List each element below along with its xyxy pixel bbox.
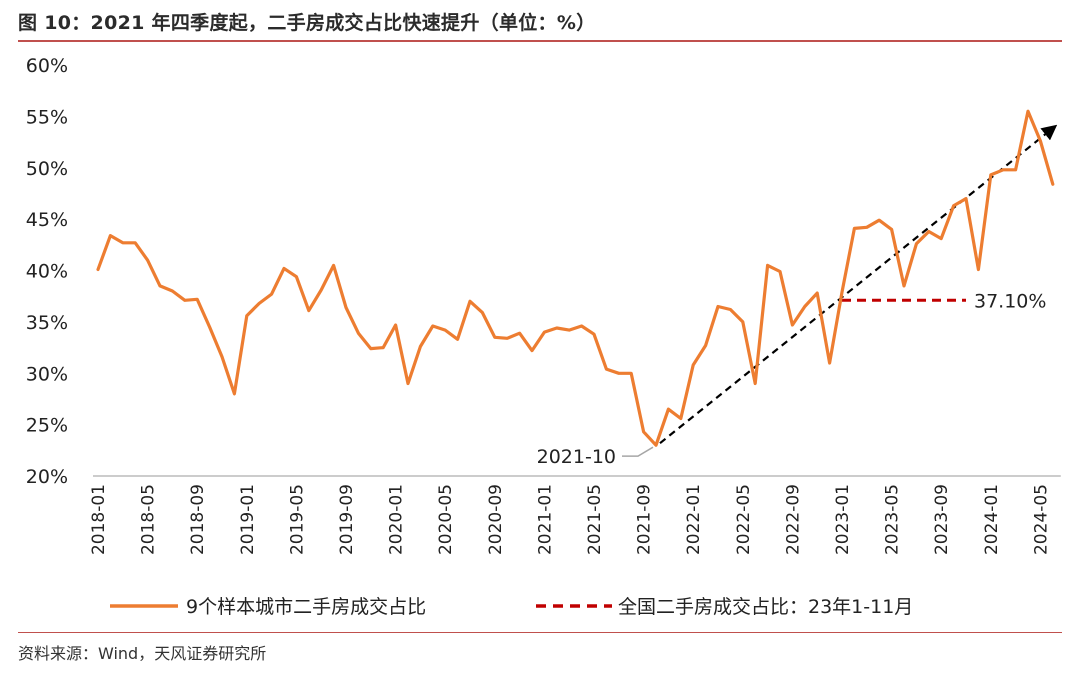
figure-title: 图 10：2021 年四季度起，二手房成交占比快速提升（单位：%） [18,12,596,34]
x-tick-label: 2019-09 [337,484,357,555]
legend: 9个样本城市二手房成交占比 全国二手房成交占比：23年1-11月 [110,596,913,618]
source-note: 资料来源：Wind，天风证券研究所 [18,644,267,663]
annotation-leader [622,446,654,457]
x-axis: 2018-01 2018-05 2018-09 2019-01 2019-05 2019-… [89,475,1061,555]
plot-area: 37.10% 2021-10 [96,109,1058,468]
x-tick-label: 2023-05 [883,484,903,555]
x-tick-label: 2018-09 [188,484,208,555]
x-tick-label: 2021-01 [535,484,555,555]
y-tick-label: 25% [26,415,68,437]
x-tick-label: 2020-05 [436,484,456,555]
y-tick-label: 40% [26,261,68,283]
y-axis: 20% 25% 30% 35% 40% 45% 50% 55% 60% [26,55,68,488]
x-tick-label: 2018-01 [89,484,109,555]
y-tick-label: 55% [26,106,68,128]
y-tick-label: 30% [26,363,68,385]
x-tick-label: 2022-05 [734,484,754,555]
x-tick-label: 2023-09 [932,484,952,555]
x-tick-label: 2023-01 [833,484,853,555]
sample-city-share-line [96,109,1055,447]
x-tick-label: 2022-01 [684,484,704,555]
x-tick-label: 2024-05 [1031,484,1051,555]
y-tick-label: 60% [26,55,68,77]
x-tick-label: 2019-05 [287,484,307,555]
x-tick-label: 2021-05 [585,484,605,555]
annotation-label: 2021-10 [537,446,616,468]
legend-label-sample-city: 9个样本城市二手房成交占比 [186,596,426,618]
source-divider [18,632,1062,633]
y-tick-label: 35% [26,312,68,334]
x-tick-label: 2018-05 [139,484,159,555]
x-tick-label: 2024-01 [982,484,1002,555]
x-tick-label: 2019-01 [238,484,258,555]
x-tick-label: 2020-01 [387,484,407,555]
legend-label-national: 全国二手房成交占比：23年1-11月 [618,596,913,618]
y-tick-label: 45% [26,209,68,231]
national-share-label: 37.10% [974,290,1046,312]
x-tick-label: 2020-09 [486,484,506,555]
y-tick-label: 20% [26,466,68,488]
x-tick-label: 2022-09 [783,484,803,555]
title-divider [18,40,1062,42]
x-tick-label: 2021-09 [635,484,655,555]
y-tick-label: 50% [26,158,68,180]
